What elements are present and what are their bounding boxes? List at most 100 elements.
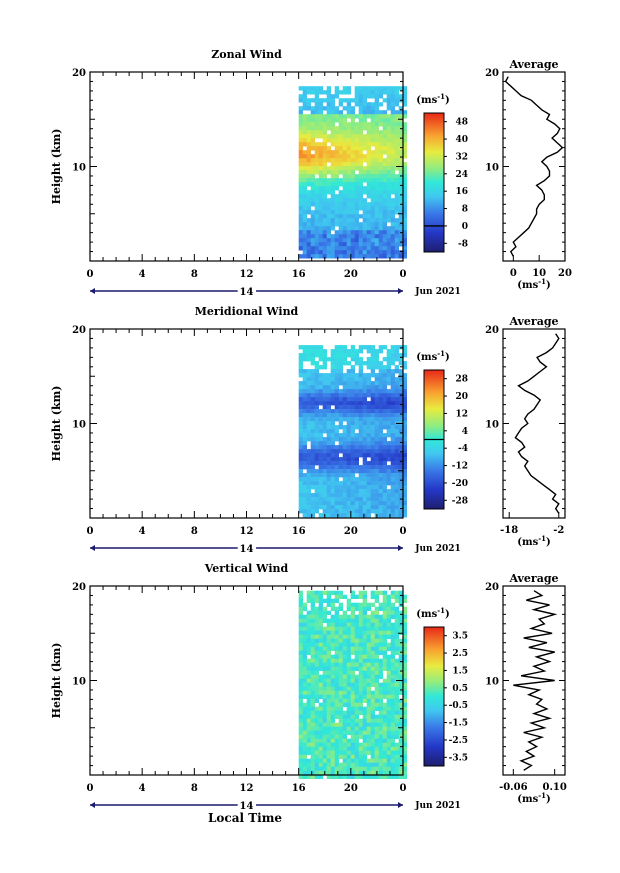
heatmap-cell: [378, 746, 383, 751]
heatmap-cell: [386, 738, 391, 743]
heatmap-cell: [358, 182, 363, 187]
heatmap-cell: [314, 638, 319, 643]
heatmap-cell: [310, 509, 315, 514]
heatmap-cell: [374, 590, 379, 595]
heatmap-cell: [370, 118, 375, 123]
heatmap-cell: [322, 405, 327, 410]
heatmap-cell: [298, 413, 303, 418]
heatmap-cell: [314, 662, 319, 667]
heatmap-cell: [346, 722, 351, 727]
heatmap-cell: [374, 441, 379, 446]
heatmap-cell: [322, 718, 327, 723]
heatmap-cell: [354, 373, 359, 378]
heatmap-cell: [346, 481, 351, 486]
heatmap-cell: [350, 246, 355, 251]
heatmap-cell: [398, 513, 403, 518]
heatmap-cell: [318, 106, 323, 111]
heatmap-cell: [374, 598, 379, 603]
heatmap-cell: [302, 106, 307, 111]
heatmap-cell: [362, 90, 367, 95]
heatmap-cell: [370, 674, 375, 679]
heatmap-cell: [318, 445, 323, 450]
heatmap-cell: [394, 710, 399, 715]
heatmap-cell: [338, 730, 343, 735]
heatmap-cell: [366, 698, 371, 703]
heatmap-cell: [338, 413, 343, 418]
heatmap-cell: [302, 202, 307, 207]
heatmap-cell: [382, 122, 387, 127]
heatmap-cell: [358, 754, 363, 759]
heatmap-cell: [314, 686, 319, 691]
heatmap-cell: [326, 234, 331, 239]
heatmap-cell: [374, 730, 379, 735]
heatmap-cell: [366, 770, 371, 775]
heatmap-cell: [302, 142, 307, 147]
heatmap-cell: [366, 634, 371, 639]
heatmap-cell: [330, 670, 335, 675]
heatmap-cell: [334, 86, 339, 91]
colorbar-tick-label: 24: [455, 170, 468, 180]
heatmap-cell: [326, 762, 331, 767]
heatmap-cell: [382, 457, 387, 462]
heatmap-cell: [386, 134, 391, 139]
heatmap-cell: [306, 134, 311, 139]
heatmap-cell: [354, 682, 359, 687]
heatmap-cell: [354, 146, 359, 151]
heatmap-cell: [322, 202, 327, 207]
heatmap-cell: [342, 242, 347, 247]
heatmap-cell: [322, 118, 327, 123]
heatmap-cell: [302, 114, 307, 119]
heatmap-cell: [306, 162, 311, 167]
heatmap-cell: [374, 377, 379, 382]
heatmap-cell: [330, 106, 335, 111]
heatmap-cell: [298, 678, 303, 683]
heatmap-cell: [378, 405, 383, 410]
heatmap-cell: [394, 706, 399, 711]
heatmap-cell: [342, 349, 347, 354]
heatmap-cell: [374, 365, 379, 370]
heatmap-cell: [402, 238, 407, 243]
heatmap-cell: [314, 142, 319, 147]
heatmap-cell: [326, 758, 331, 763]
heatmap-cell: [298, 714, 303, 719]
heatmap-cell: [402, 489, 407, 494]
heatmap-cell: [366, 714, 371, 719]
heatmap-cell: [358, 710, 363, 715]
heatmap-cell: [314, 734, 319, 739]
heatmap-cell: [326, 726, 331, 731]
heatmap-cell: [322, 377, 327, 382]
heatmap-cell: [302, 654, 307, 659]
profile-x-tick-label: 10: [532, 268, 546, 279]
heatmap-cell: [306, 473, 311, 478]
heatmap-cell: [346, 210, 351, 215]
heatmap-cell: [374, 634, 379, 639]
heatmap-cell: [378, 449, 383, 454]
heatmap-cell: [394, 746, 399, 751]
heatmap-cell: [302, 170, 307, 175]
heatmap-cell: [390, 254, 395, 259]
heatmap-cell: [398, 369, 403, 374]
heatmap-cell: [350, 754, 355, 759]
heatmap-cell: [342, 730, 347, 735]
heatmap-cell: [298, 686, 303, 691]
heatmap-cell: [362, 465, 367, 470]
heatmap-cell: [346, 441, 351, 446]
heatmap-cell: [386, 238, 391, 243]
heatmap-cell: [362, 513, 367, 518]
heatmap-cell: [298, 202, 303, 207]
heatmap-cell: [338, 138, 343, 143]
heatmap-cell: [298, 357, 303, 362]
heatmap-cell: [370, 102, 375, 107]
heatmap-cell: [302, 226, 307, 231]
heatmap-cell: [334, 477, 339, 482]
heatmap-cell: [362, 686, 367, 691]
heatmap-cell: [346, 226, 351, 231]
heatmap-cell: [346, 114, 351, 119]
heatmap-cell: [330, 477, 335, 482]
heatmap-cell: [390, 746, 395, 751]
heatmap-cell: [302, 686, 307, 691]
heatmap-cell: [310, 210, 315, 215]
heatmap-cell: [374, 202, 379, 207]
heatmap-cell: [362, 154, 367, 159]
heatmap-cell: [318, 381, 323, 386]
